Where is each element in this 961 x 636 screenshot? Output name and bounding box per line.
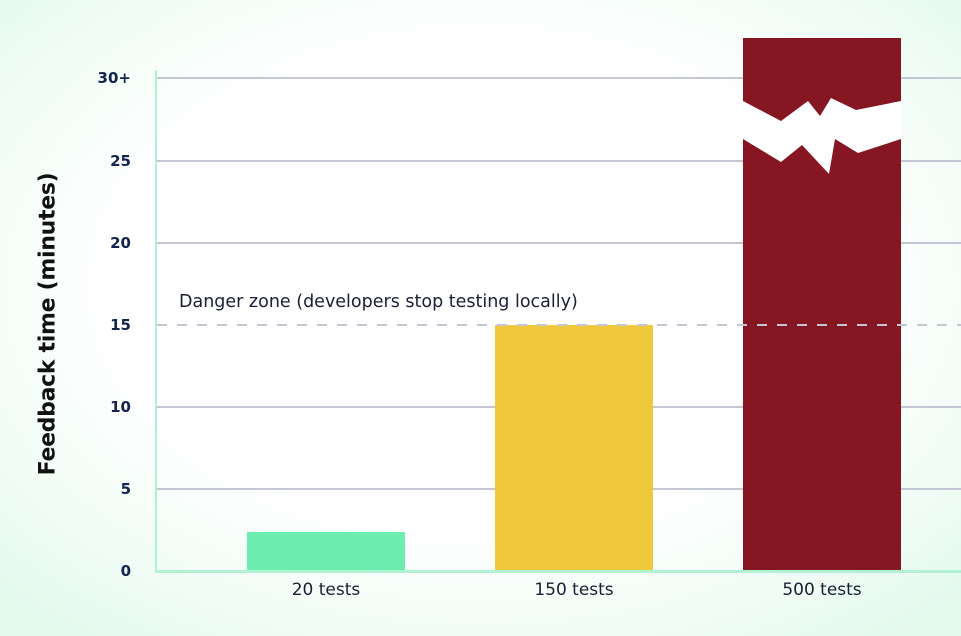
y-tick-0: 0 xyxy=(120,562,131,580)
gridline-25 xyxy=(157,160,961,162)
gridline-20 xyxy=(157,242,961,244)
y-tick-30: 30+ xyxy=(97,69,131,87)
y-tick-5: 5 xyxy=(120,480,131,498)
x-axis-line xyxy=(155,570,961,573)
bar-150-tests xyxy=(495,325,653,571)
x-label-20-tests: 20 tests xyxy=(291,580,361,600)
gridline-30 xyxy=(157,77,961,79)
danger-zone-label: Danger zone (developers stop testing loc… xyxy=(179,292,578,312)
y-tick-25: 25 xyxy=(110,152,131,170)
bar-20-tests xyxy=(247,532,405,571)
x-label-500-tests: 500 tests xyxy=(782,580,862,600)
x-label-150-tests: 150 tests xyxy=(534,580,614,600)
danger-zone-line xyxy=(157,324,961,326)
y-tick-10: 10 xyxy=(110,398,131,416)
y-tick-15: 15 xyxy=(110,316,131,334)
y-tick-20: 20 xyxy=(110,234,131,252)
y-axis-line xyxy=(155,70,157,572)
